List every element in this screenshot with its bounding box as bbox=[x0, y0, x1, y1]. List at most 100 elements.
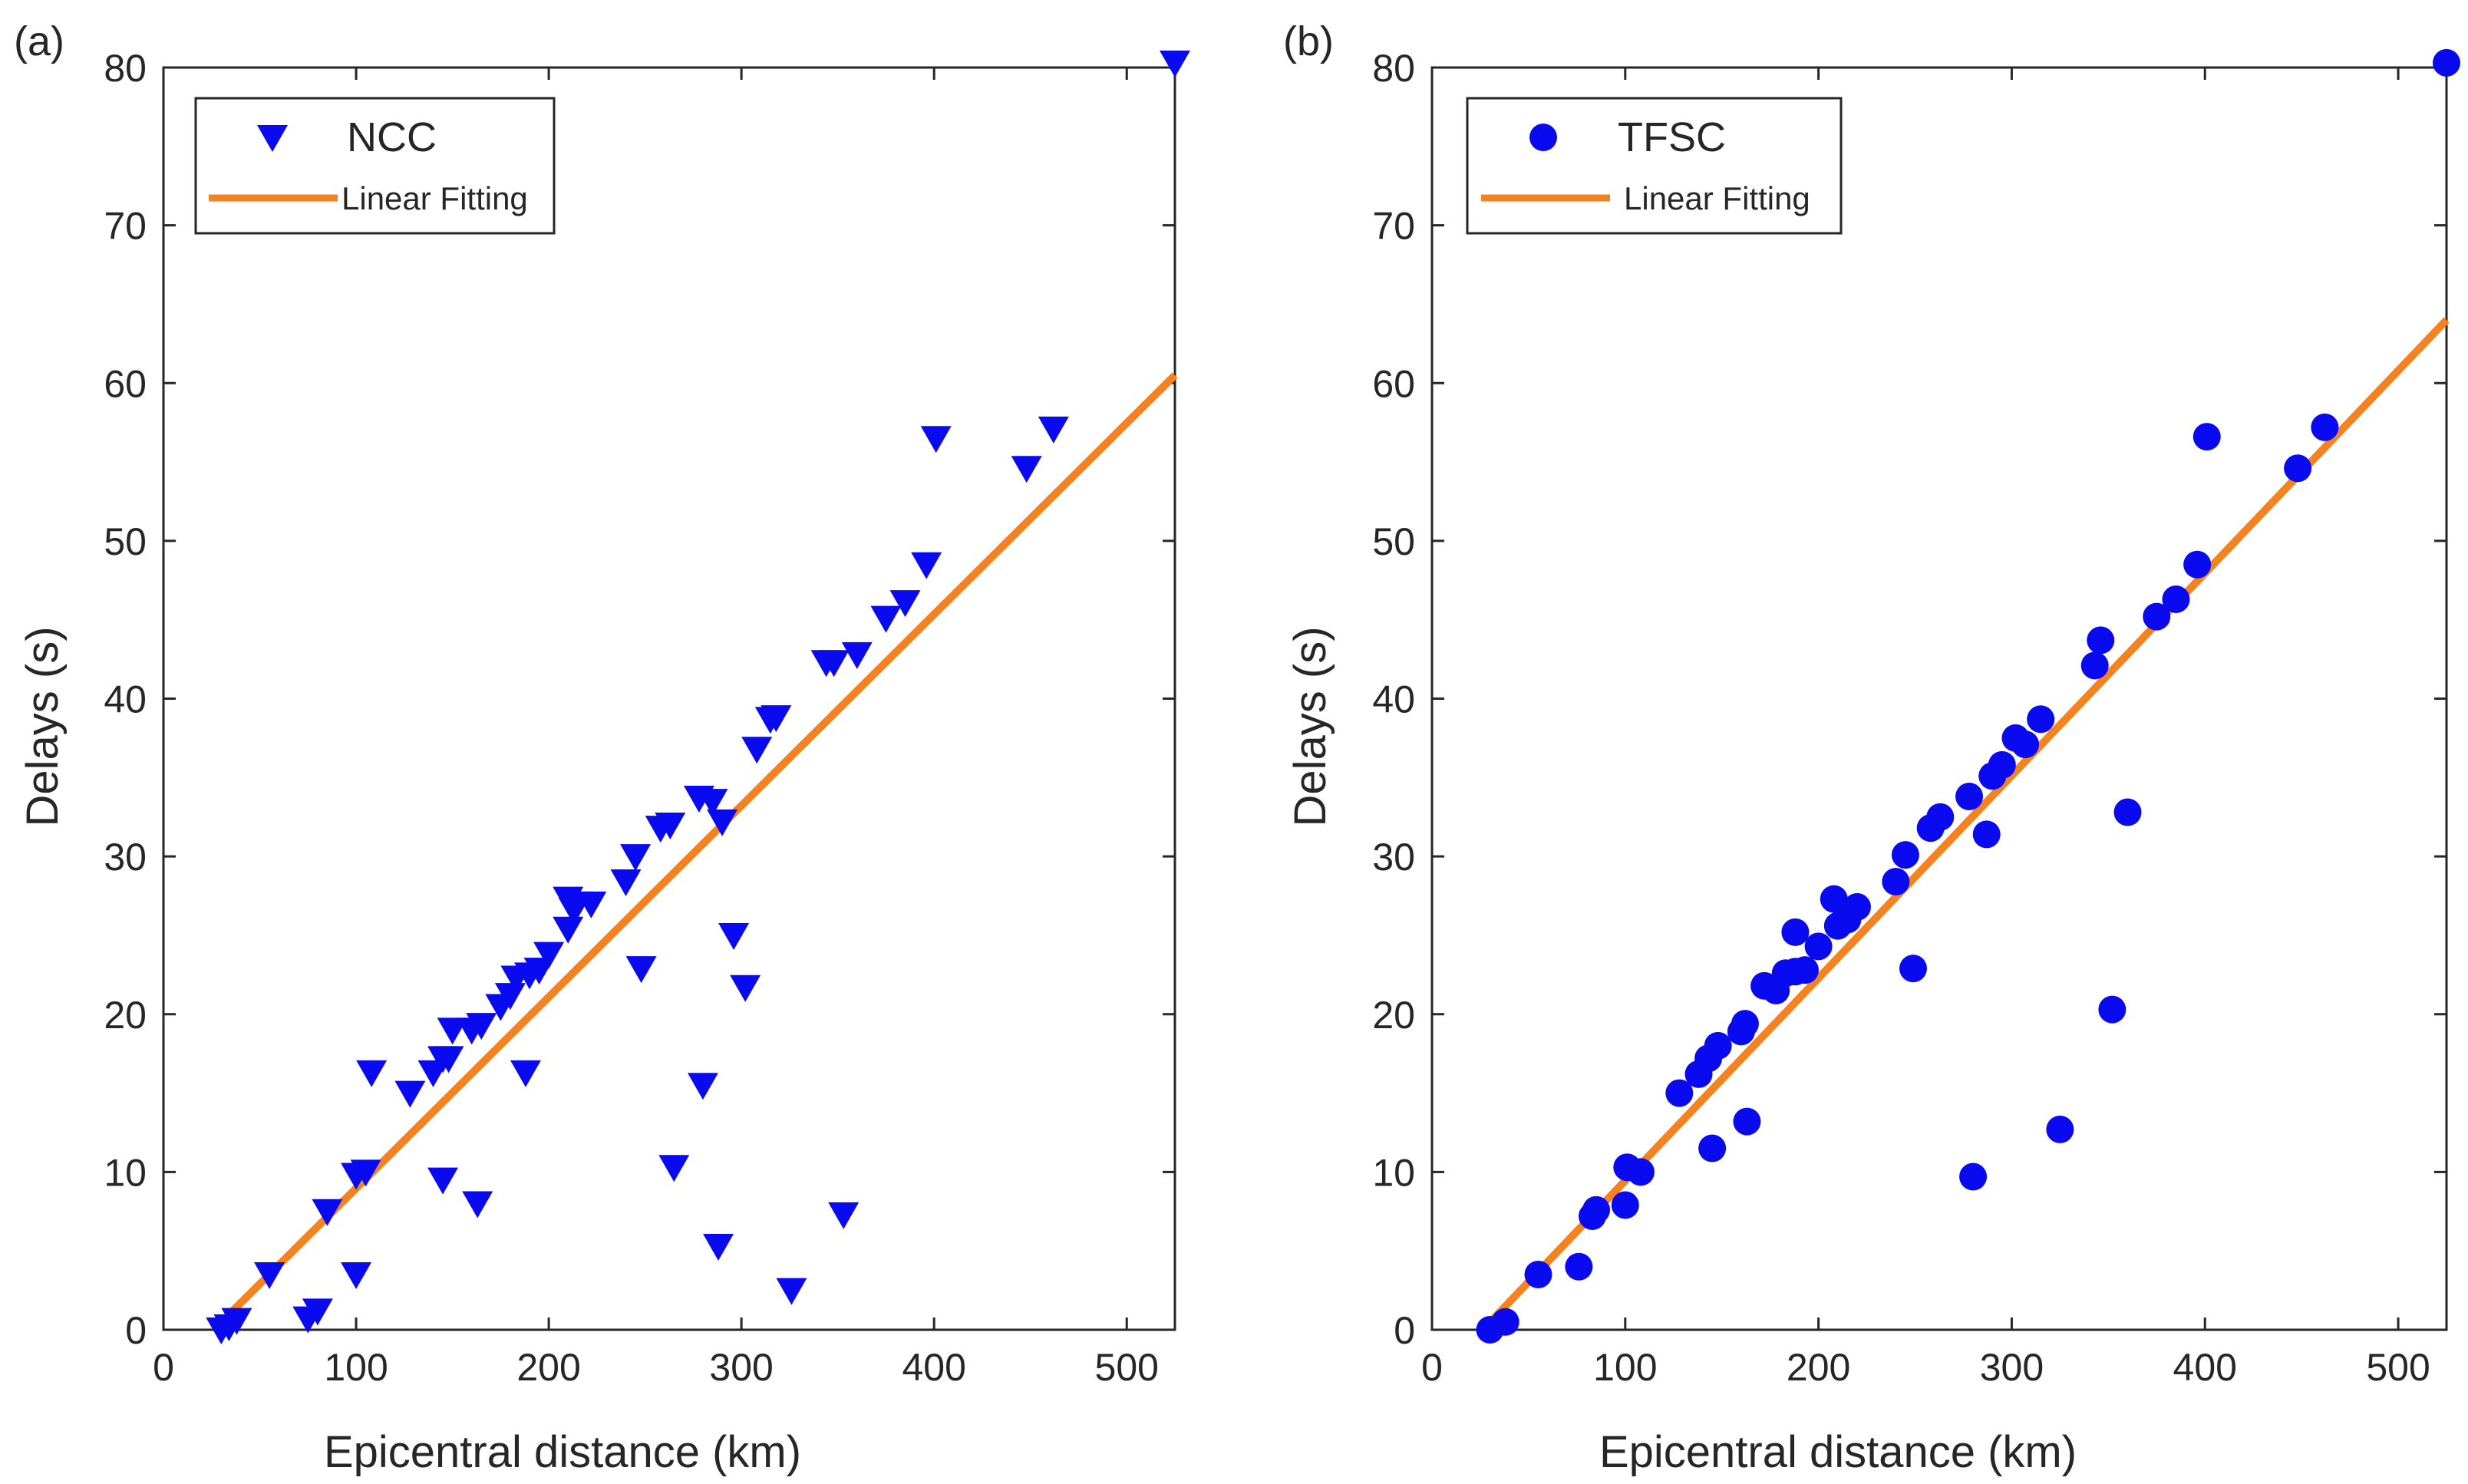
y-tick-label: 40 bbox=[1372, 678, 1415, 721]
data-point bbox=[1038, 416, 1069, 444]
y-tick-label: 60 bbox=[104, 362, 147, 405]
data-point bbox=[553, 916, 584, 944]
data-point bbox=[2183, 550, 2212, 579]
data-point bbox=[437, 1017, 468, 1045]
y-tick-label: 40 bbox=[104, 678, 147, 721]
data-point bbox=[221, 1308, 252, 1335]
data-point bbox=[1882, 868, 1910, 896]
data-point bbox=[254, 1262, 285, 1290]
data-point bbox=[2162, 585, 2190, 613]
data-point bbox=[718, 922, 750, 950]
data-point bbox=[2098, 995, 2127, 1024]
data-point bbox=[761, 705, 792, 733]
data-point bbox=[658, 1155, 690, 1182]
data-point bbox=[1781, 918, 1810, 946]
data-point bbox=[312, 1199, 343, 1226]
data-point bbox=[1820, 885, 1848, 913]
data-point bbox=[2080, 651, 2109, 680]
data-point bbox=[1582, 1195, 1611, 1224]
x-tick-label: 500 bbox=[2366, 1346, 2430, 1389]
data-point bbox=[1704, 1031, 1732, 1060]
data-point bbox=[1972, 820, 2001, 849]
plot-area-a bbox=[162, 66, 1176, 1331]
data-point bbox=[302, 1298, 333, 1326]
y-tick-label: 30 bbox=[104, 836, 147, 879]
chart-panel-b: (b) 0 100 200 300 400 500 0 10 20 30 40 50 60 70 80 TF… bbox=[1283, 18, 2460, 1477]
data-point bbox=[776, 1278, 807, 1305]
data-point bbox=[510, 1060, 541, 1087]
data-point bbox=[1926, 803, 1955, 831]
y-tick-label: 20 bbox=[1372, 994, 1415, 1037]
y-axis-label-a: Delays (s) bbox=[18, 626, 68, 826]
data-point bbox=[533, 942, 565, 969]
data-point bbox=[462, 1191, 493, 1219]
data-point bbox=[1565, 1252, 1593, 1281]
legend-label-ncc: NCC bbox=[347, 114, 437, 160]
data-point bbox=[1733, 1107, 1761, 1136]
y-tick-label: 0 bbox=[125, 1309, 147, 1352]
y-tick-label: 50 bbox=[104, 520, 147, 563]
data-point bbox=[2011, 730, 2040, 759]
data-point bbox=[2087, 626, 2115, 655]
y-tick-label: 80 bbox=[1372, 47, 1415, 90]
y-axis-label-b: Delays (s) bbox=[1285, 626, 1335, 826]
panel-label-b: (b) bbox=[1283, 18, 1334, 64]
data-point bbox=[911, 552, 942, 579]
data-point bbox=[427, 1167, 459, 1195]
data-point bbox=[394, 1080, 426, 1108]
data-point bbox=[841, 641, 873, 669]
legend-label-fit-a: Linear Fitting bbox=[341, 180, 528, 216]
data-point bbox=[350, 1159, 381, 1187]
linear-fit-line-b bbox=[1489, 317, 2450, 1324]
data-point bbox=[1160, 50, 1190, 77]
data-point bbox=[1665, 1079, 1694, 1107]
data-point bbox=[687, 1073, 718, 1100]
x-tick-label: 100 bbox=[1593, 1346, 1657, 1389]
x-axis-label-a: Epicentral distance (km) bbox=[324, 1427, 801, 1477]
legend-label-fit-b: Linear Fitting bbox=[1624, 180, 1810, 216]
data-point bbox=[610, 869, 642, 897]
data-point bbox=[1955, 782, 1984, 810]
data-point bbox=[870, 605, 902, 633]
data-point bbox=[1843, 892, 1871, 921]
data-point bbox=[2046, 1115, 2074, 1143]
y-tick-label: 70 bbox=[1372, 205, 1415, 248]
data-point bbox=[1988, 750, 2016, 779]
data-point bbox=[625, 956, 657, 984]
panel-label-a: (a) bbox=[14, 18, 64, 64]
data-point bbox=[2192, 423, 2221, 451]
data-point bbox=[920, 426, 952, 453]
x-tick-label: 300 bbox=[709, 1346, 773, 1389]
x-tick-label: 0 bbox=[1421, 1346, 1443, 1389]
data-point bbox=[1626, 1158, 1655, 1186]
legend-marker-circle-icon bbox=[1529, 124, 1557, 151]
legend-b: TFSC Linear Fitting bbox=[1466, 97, 1843, 235]
data-point bbox=[730, 974, 761, 1002]
plot-area-b bbox=[1430, 66, 2448, 1331]
data-point bbox=[741, 737, 773, 764]
legend-label-tfsc: TFSC bbox=[1618, 114, 1726, 160]
data-point bbox=[494, 983, 526, 1011]
legend-box-a bbox=[194, 97, 556, 235]
data-point bbox=[1524, 1261, 1552, 1289]
y-tick-label: 10 bbox=[1372, 1151, 1415, 1194]
data-point bbox=[697, 789, 728, 816]
data-point bbox=[1698, 1134, 1727, 1162]
y-tick-label: 20 bbox=[104, 994, 147, 1037]
data-point bbox=[576, 891, 607, 918]
x-tick-label: 300 bbox=[1980, 1346, 2044, 1389]
x-tick-label: 200 bbox=[1787, 1346, 1850, 1389]
x-tick-label: 400 bbox=[902, 1346, 965, 1389]
y-tick-label: 0 bbox=[1394, 1309, 1415, 1352]
data-point bbox=[1731, 1010, 1759, 1038]
data-point bbox=[2143, 602, 2171, 631]
linear-fit-line-a bbox=[220, 372, 1178, 1324]
x-tick-label: 200 bbox=[516, 1346, 580, 1389]
data-point bbox=[1611, 1191, 1639, 1219]
data-point bbox=[1899, 955, 1928, 983]
legend-box-b bbox=[1466, 97, 1843, 235]
data-point bbox=[655, 813, 686, 839]
x-tick-label: 500 bbox=[1095, 1346, 1159, 1389]
y-tick-label: 30 bbox=[1372, 836, 1415, 879]
